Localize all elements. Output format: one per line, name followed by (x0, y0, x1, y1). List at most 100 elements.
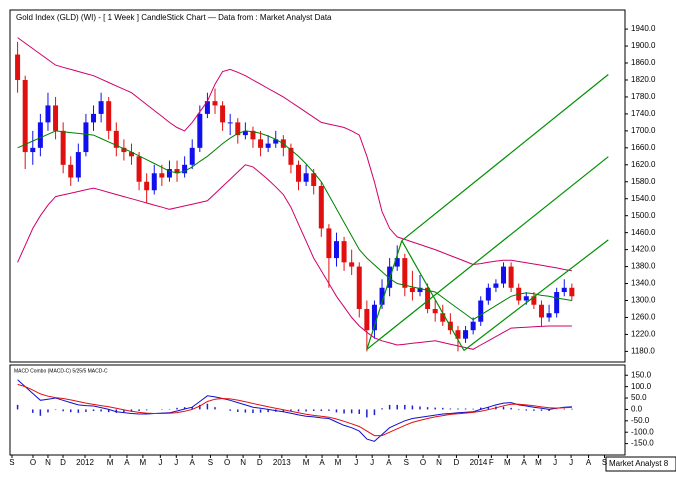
candle-body (425, 287, 431, 309)
candle-body (98, 101, 104, 114)
y-tick-label: 1460.0 (631, 228, 656, 237)
candle-body (371, 304, 377, 331)
y-tick-label: -100.0 (631, 427, 654, 436)
candle-body (561, 287, 567, 293)
candle-body (463, 330, 469, 339)
x-tick-label: J (174, 458, 178, 467)
x-tick-label: A (386, 458, 392, 467)
x-tick-label: J (354, 458, 358, 467)
y-tick-label: 1380.0 (631, 262, 656, 271)
candle-body (288, 147, 294, 165)
candle-body (220, 105, 226, 123)
candle-body (227, 122, 233, 124)
x-tick-label: A (190, 458, 196, 467)
trendline (401, 74, 609, 242)
y-tick-label: 1220.0 (631, 330, 656, 339)
overlay-line (17, 130, 572, 321)
x-tick-label: A (124, 458, 130, 467)
x-tick-label: O (224, 458, 230, 467)
y-tick-label: 1340.0 (631, 279, 656, 288)
candle-body (546, 313, 552, 318)
candle-body (37, 122, 43, 148)
y-tick-label: 1620.0 (631, 160, 656, 169)
trendline (366, 240, 403, 350)
candle-body (75, 152, 81, 178)
candle-body (182, 164, 188, 174)
candle-body (356, 266, 362, 309)
x-tick-label: 2012 (76, 458, 94, 467)
candle-body (523, 296, 529, 301)
x-tick-label: N (240, 458, 246, 467)
y-tick-label: 1180.0 (631, 347, 655, 356)
y-tick-label: 1700.0 (631, 126, 656, 135)
candle-body (538, 304, 544, 318)
candle-body (485, 287, 491, 301)
candle-body (311, 173, 317, 186)
candle-body (45, 105, 51, 123)
y-tick-label: 1500.0 (631, 211, 656, 220)
y-tick-label: -50.0 (631, 416, 650, 425)
chart-title: Gold Index (GLD) (WI) - [ 1 Week ] Candl… (16, 13, 332, 22)
candle-body (470, 321, 476, 331)
x-tick-label: D (454, 458, 460, 467)
x-tick-label: S (602, 458, 607, 467)
price-panel (9, 9, 626, 363)
candle-body (493, 283, 499, 288)
x-tick-label: N (45, 458, 51, 467)
x-tick-label: D (257, 458, 263, 467)
y-tick-label: 1900.0 (631, 41, 656, 50)
candle-body (68, 164, 74, 178)
macd-title: MACD Combo (MACD-C) 5/25/5 MACD-C (14, 368, 108, 374)
y-tick-label: 1860.0 (631, 58, 656, 67)
x-tick-label: M (303, 458, 310, 467)
candle-body (144, 181, 150, 191)
candle-body (265, 143, 271, 148)
candle-body (296, 164, 302, 182)
candle-body (349, 262, 355, 267)
candle-body (106, 101, 112, 131)
x-tick-label: O (420, 458, 426, 467)
x-tick-label: A (521, 458, 527, 467)
y-tick-label: 0.0 (631, 405, 643, 414)
y-tick-label: 1780.0 (631, 92, 656, 101)
y-tick-label: 150.0 (631, 370, 652, 379)
candle-body (318, 186, 324, 229)
candle-body (128, 152, 134, 157)
x-tick-label: S (9, 458, 14, 467)
candle-body (166, 169, 172, 178)
y-tick-label: -150.0 (631, 439, 654, 448)
x-tick-label: M (504, 458, 511, 467)
candle-body (189, 147, 195, 165)
candle-body (250, 130, 256, 140)
candle-body (478, 300, 484, 322)
x-tick-label: J (569, 458, 573, 467)
candle-body (364, 308, 370, 331)
x-tick-label: J (553, 458, 557, 467)
watermark-box (605, 456, 676, 472)
candle-body (121, 147, 127, 153)
candle-body (409, 287, 415, 293)
candle-body (30, 147, 36, 153)
x-tick-label: F (489, 458, 494, 467)
candle-body (402, 258, 408, 288)
trendline (401, 240, 465, 351)
x-tick-label: J (158, 458, 162, 467)
candle-body (83, 122, 89, 153)
candle-body (394, 258, 400, 267)
candle-body (341, 241, 347, 263)
candle-body (531, 296, 537, 305)
candle-body (53, 105, 59, 131)
candle-body (22, 79, 28, 153)
macd-line (17, 379, 572, 442)
overlay-line (17, 164, 572, 350)
x-tick-label: M (140, 458, 147, 467)
candle-body (569, 287, 575, 297)
candle-body (326, 228, 332, 259)
candle-body (136, 156, 142, 182)
y-tick-label: 100.0 (631, 382, 652, 391)
candle-body (455, 330, 461, 339)
candle-body (440, 313, 446, 322)
y-tick-label: 50.0 (631, 393, 647, 402)
candle-body (235, 122, 241, 136)
x-tick-label: M (535, 458, 542, 467)
